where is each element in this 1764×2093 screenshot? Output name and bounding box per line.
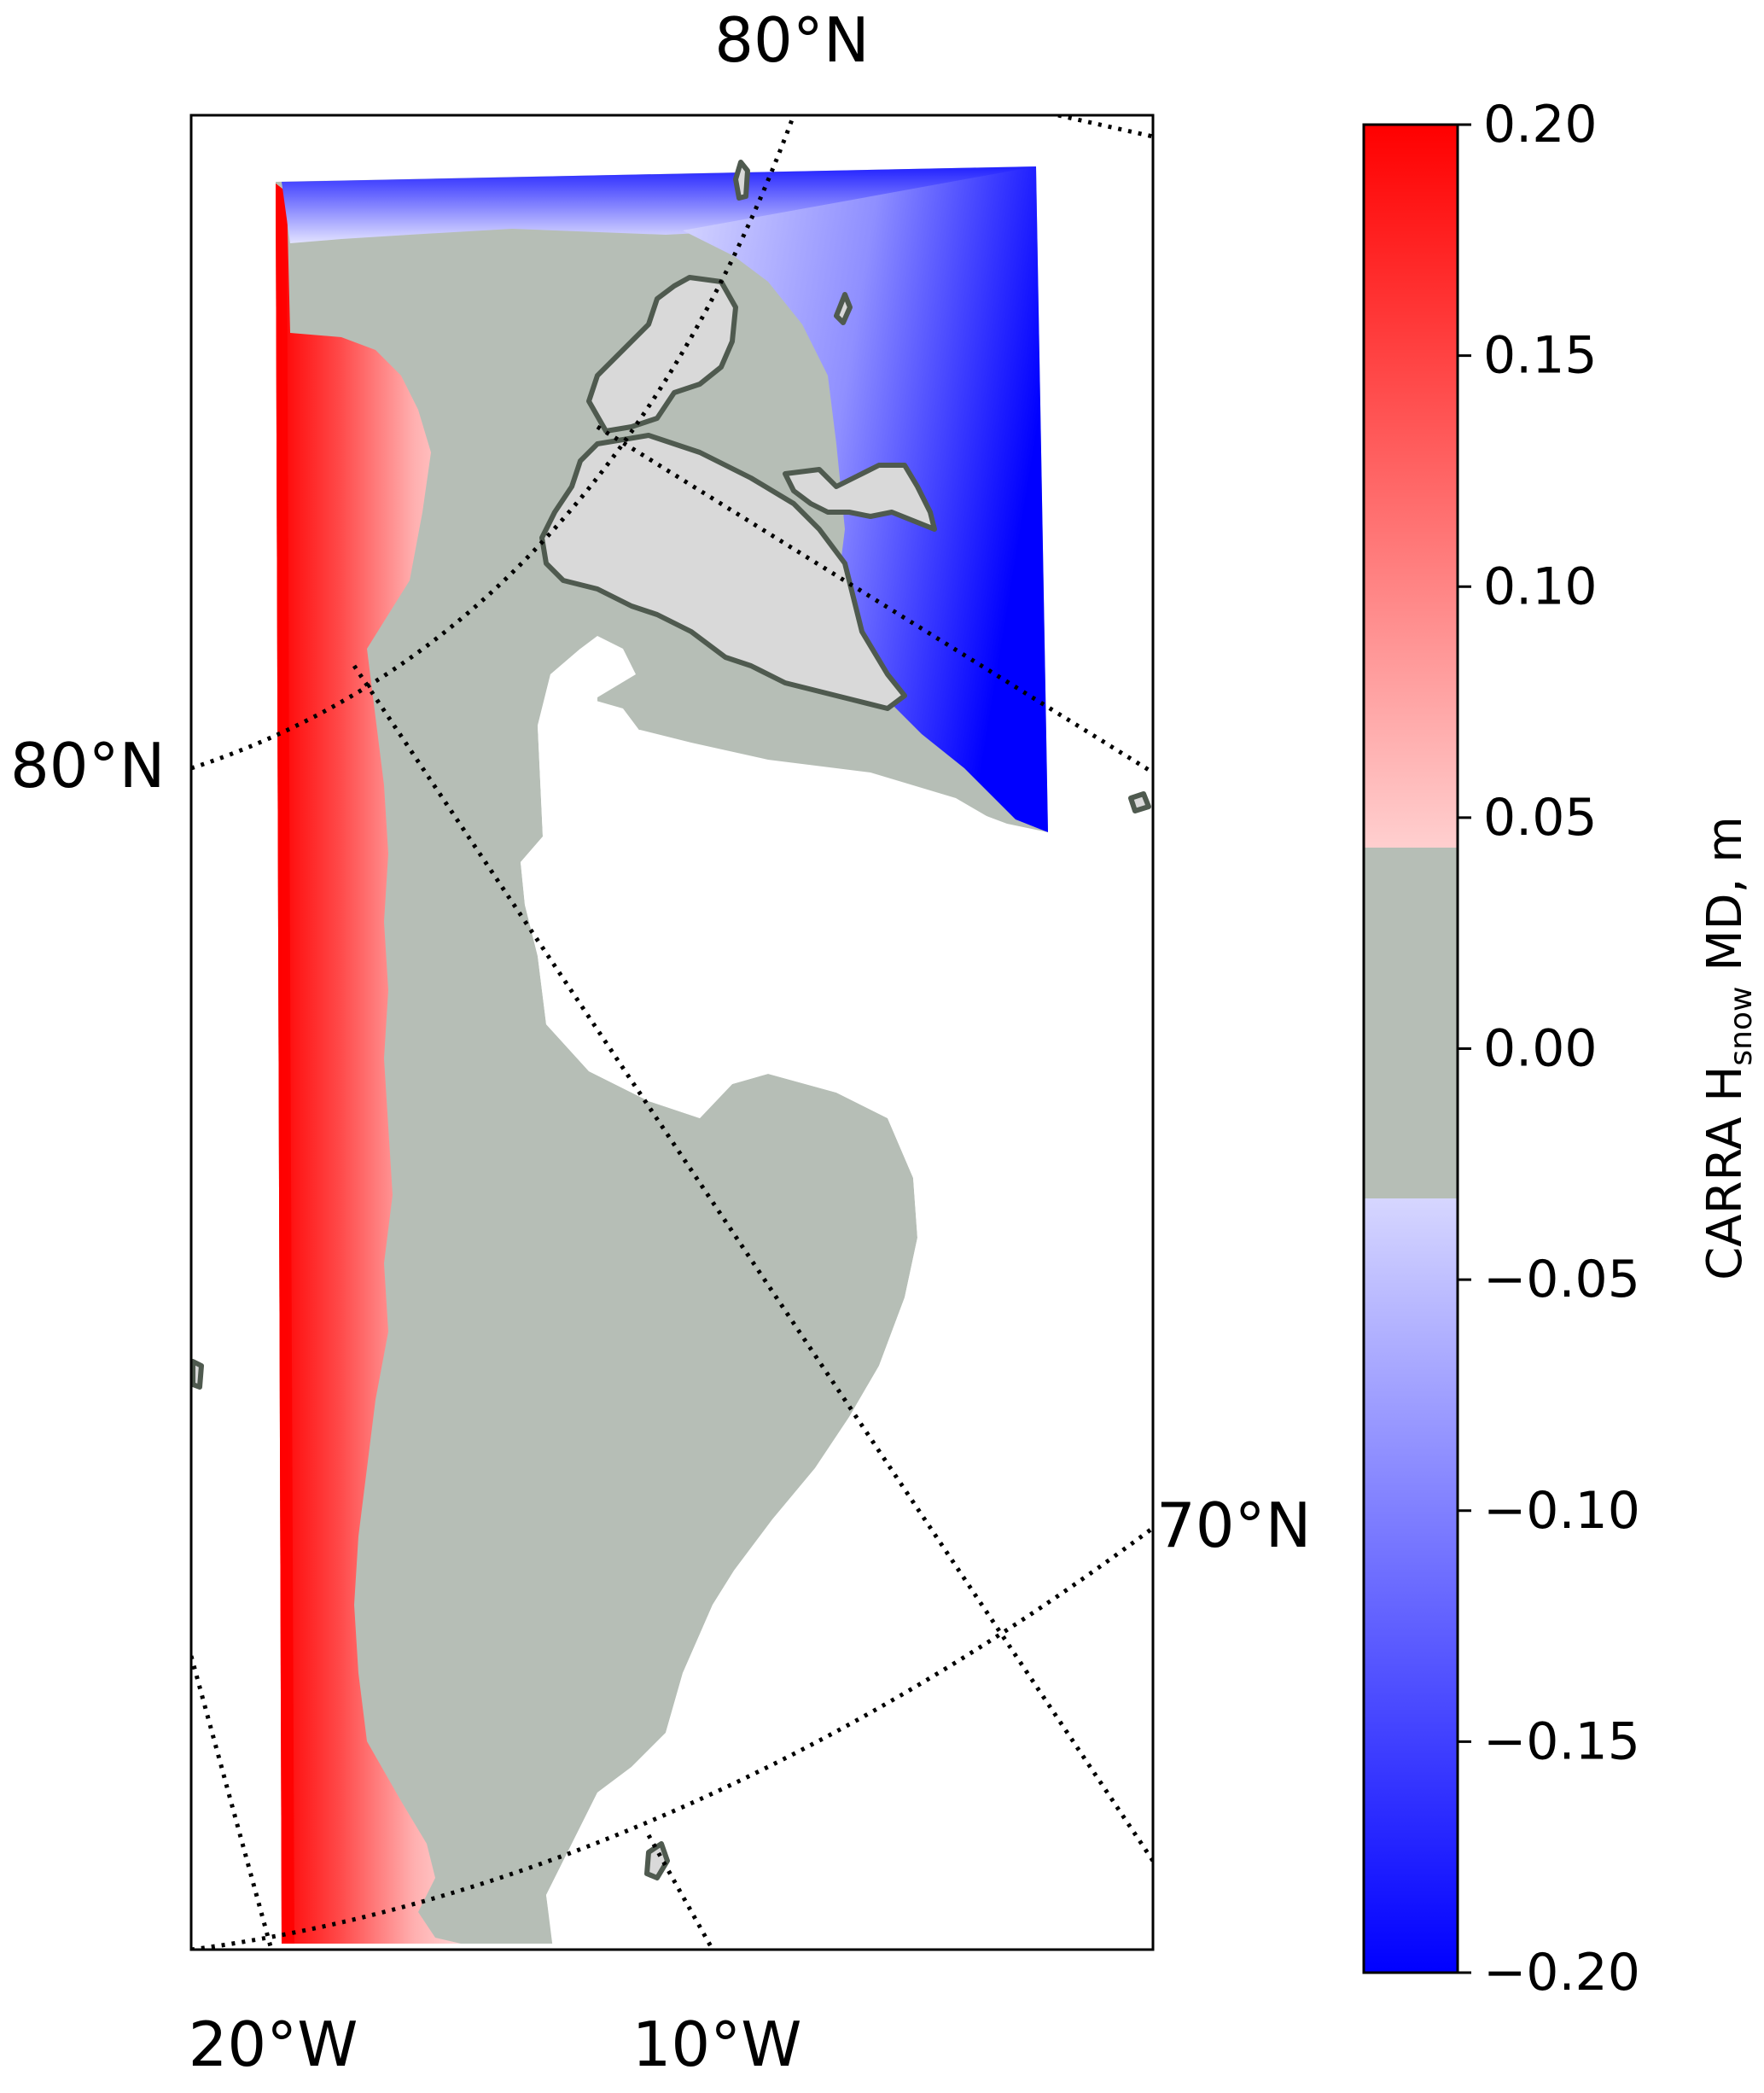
graticule [191, 115, 1153, 1950]
label-lat-left: 80°N [10, 730, 165, 802]
positive-bias-band [276, 184, 461, 1944]
lon-line-east-2 [1057, 115, 1153, 139]
colorbar-ticks: 0.20 0.15 0.10 0.05 0.00 −0.05 −0.10 −0.15 −0.20 [1458, 95, 1640, 2003]
colorbar-tick-label: 0.00 [1483, 1019, 1598, 1079]
colorbar-tick-label: −0.05 [1483, 1250, 1640, 1309]
label-lon-mid: 10°W [632, 2008, 802, 2080]
label-lon-left: 20°W [189, 2008, 358, 2080]
lon-line-mid [646, 1834, 715, 1950]
map-frame [189, 114, 1155, 1951]
colorbar-neutral-segment [1364, 848, 1458, 1198]
colorbar-tick-label: −0.15 [1483, 1711, 1640, 1771]
lon-line-20w [191, 1655, 274, 1950]
lon-line-east-1 [596, 424, 1153, 775]
colorbar-tick-label: 0.15 [1483, 326, 1598, 386]
colorbar-label-tail: MD, m [1697, 816, 1753, 986]
colorbar-label-main: CARRA H [1697, 1066, 1753, 1280]
colorbar-tick-label: 0.05 [1483, 788, 1598, 848]
colorbar-positive-segment [1364, 125, 1458, 848]
colorbar-tick-label: 0.20 [1483, 95, 1598, 154]
colorbar-label: CARRA Hsnow MD, m [1697, 816, 1759, 1280]
colorbar-tick-label: 0.10 [1483, 557, 1598, 616]
colorbar-label-sub: snow [1724, 987, 1759, 1066]
map-panel [191, 115, 1153, 1950]
svalbard-landmass [191, 160, 1151, 1880]
lat-line-80n [191, 115, 796, 771]
colorbar-tick-label: −0.10 [1483, 1481, 1640, 1541]
colorbar-tick-label: −0.20 [1483, 1943, 1640, 2003]
label-lat-top: 80°N [714, 4, 869, 76]
colorbar-negative-segment [1364, 1198, 1458, 1973]
label-lat-right: 70°N [1156, 1490, 1311, 1561]
colorbar: 0.20 0.15 0.10 0.05 0.00 −0.05 −0.10 −0.15 −0.20… [1362, 95, 1759, 2003]
lon-line-10w [352, 664, 1153, 1863]
strong-positive-edge [276, 184, 294, 1944]
